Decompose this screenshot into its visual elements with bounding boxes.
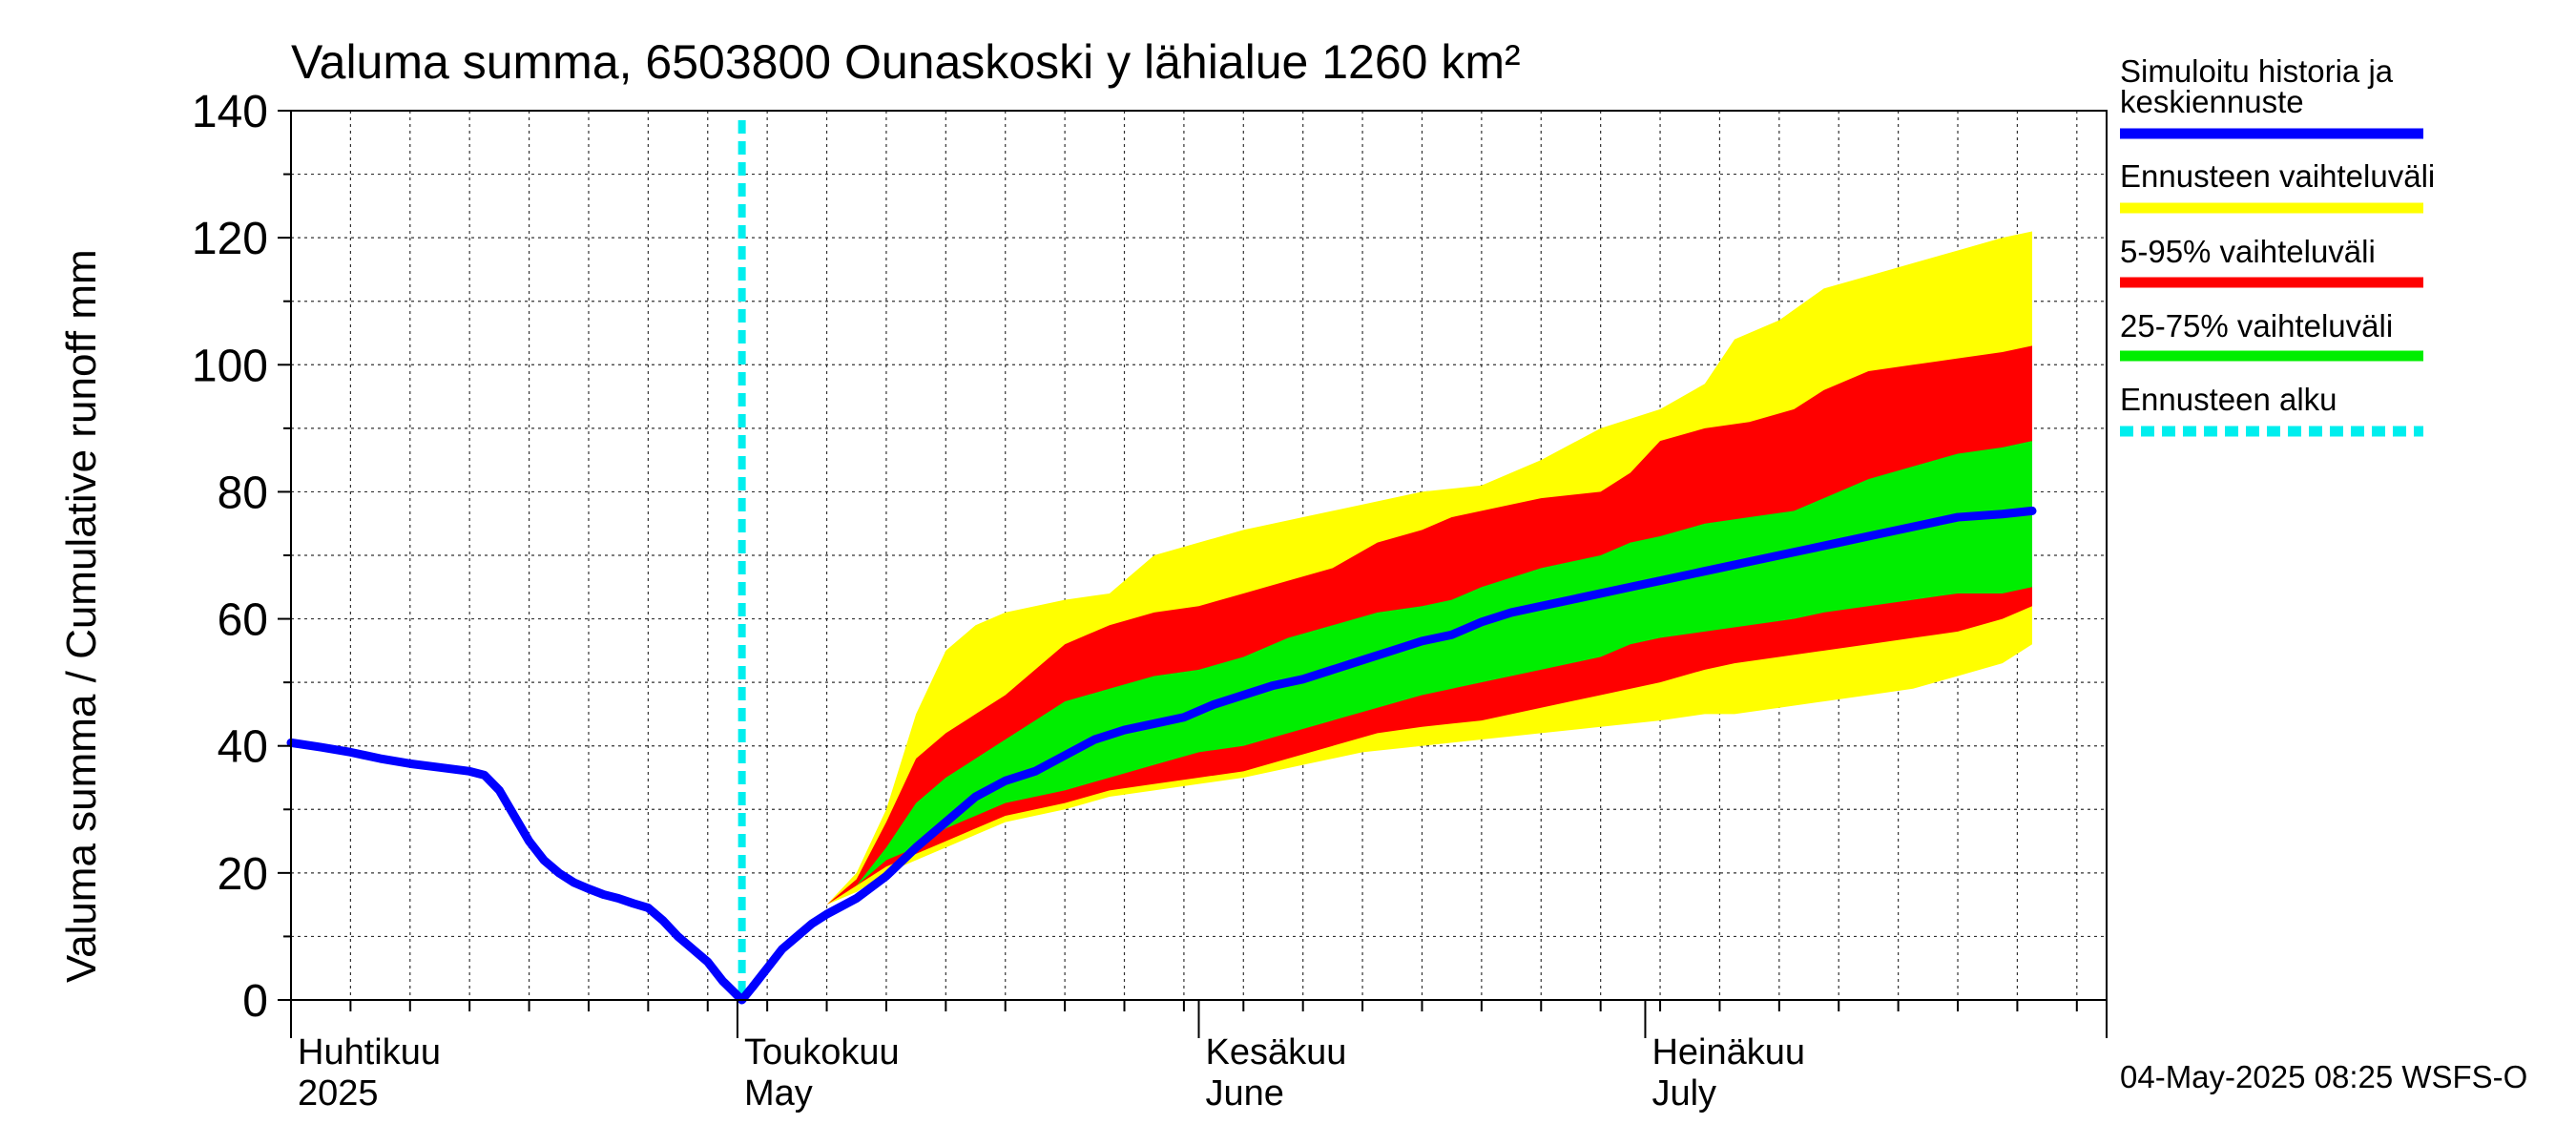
- y-tick-label: 120: [192, 214, 268, 264]
- timestamp: 04-May-2025 08:25 WSFS-O: [2120, 1059, 2527, 1094]
- legend-label: Ennusteen vaihteluväli: [2120, 158, 2435, 194]
- y-tick-label: 100: [192, 341, 268, 391]
- chart-title: Valuma summa, 6503800 Ounaskoski y lähia…: [291, 35, 1521, 89]
- x-month-label: Kesäkuu: [1206, 1032, 1347, 1072]
- y-tick-label: 20: [218, 849, 268, 900]
- legend-label: 25-75% vaihteluväli: [2120, 308, 2393, 344]
- legend-label: 5-95% vaihteluväli: [2120, 234, 2376, 269]
- mean-series-line: [286, 506, 2037, 1005]
- x-month-label-en: May: [744, 1073, 813, 1114]
- grid: [291, 110, 2107, 1001]
- x-month-label-en: June: [1206, 1073, 1284, 1114]
- y-tick-label: 60: [218, 595, 268, 646]
- y-tick-label: 80: [218, 468, 268, 518]
- x-month-label-en: July: [1652, 1073, 1716, 1114]
- y-tick-label: 40: [218, 722, 268, 773]
- x-month-label: Heinäkuu: [1652, 1032, 1805, 1072]
- band-25-75-vaihteluv-li: [741, 441, 2033, 1001]
- x-month-label: Toukokuu: [744, 1032, 900, 1072]
- legend-label: Ennusteen alku: [2120, 382, 2337, 417]
- x-month-label-en: 2025: [298, 1073, 379, 1114]
- x-month-label: Huhtikuu: [298, 1032, 441, 1072]
- y-axis-label: Valuma summa / Cumulative runoff mm: [58, 249, 105, 983]
- y-tick-label: 140: [192, 87, 268, 137]
- legend-label: keskiennuste: [2120, 84, 2304, 119]
- y-tick-label: 0: [242, 976, 268, 1027]
- legend-label: Simuloitu historia ja: [2120, 53, 2394, 89]
- series-layer: [286, 120, 2037, 1005]
